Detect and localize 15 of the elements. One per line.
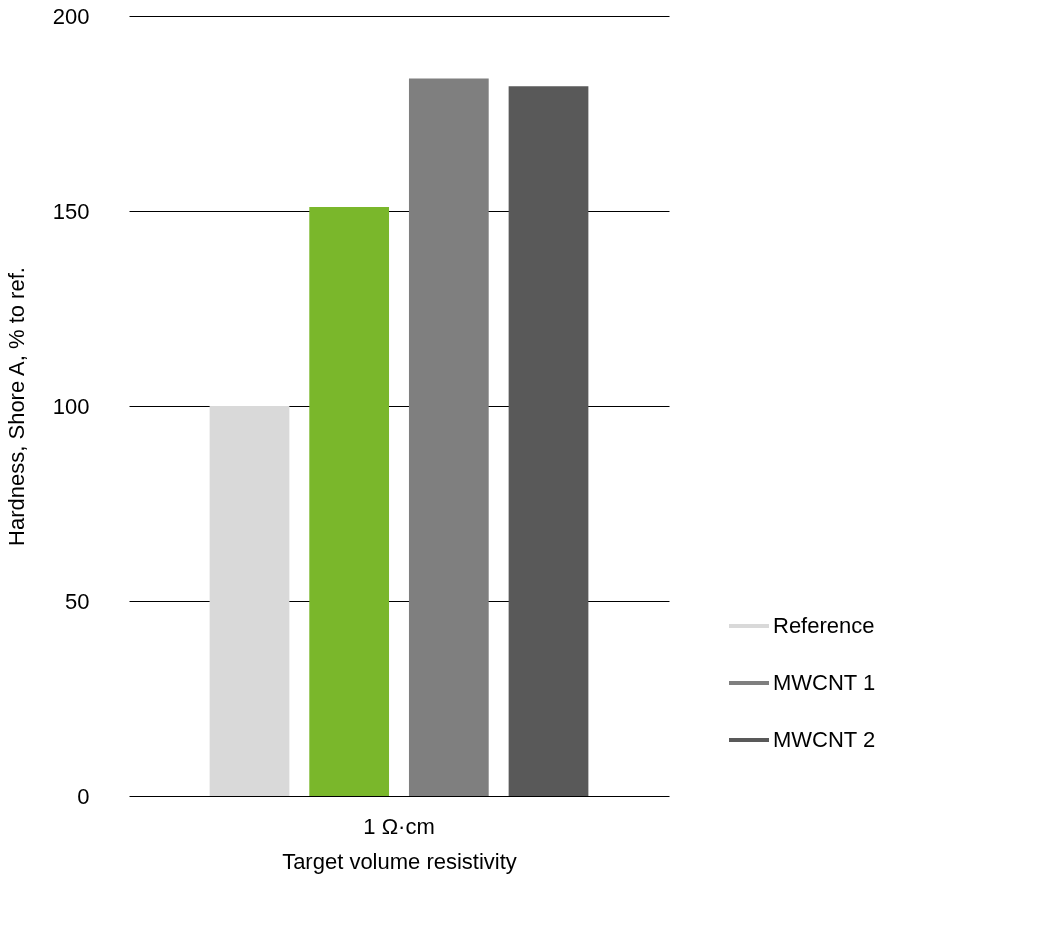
y-tick-label: 200 [52,3,90,29]
y-tick-label: 150 [52,198,90,224]
bar [408,78,489,796]
legend-label: MWCNT 1 [773,670,876,695]
bar [209,406,290,796]
x-tick-label: 1 Ω·cm [363,813,435,839]
y-tick-label: 100 [52,393,90,419]
bar [508,86,589,796]
y-tick-label: 0 [77,783,90,809]
bar [309,207,390,796]
y-tick-label: 50 [65,588,90,614]
legend-label: MWCNT 2 [773,727,876,752]
y-axis-title: Hardness, Shore A, % to ref. [3,267,29,546]
legend-label: Reference [773,613,875,638]
x-axis-title: Target volume resistivity [282,848,517,874]
